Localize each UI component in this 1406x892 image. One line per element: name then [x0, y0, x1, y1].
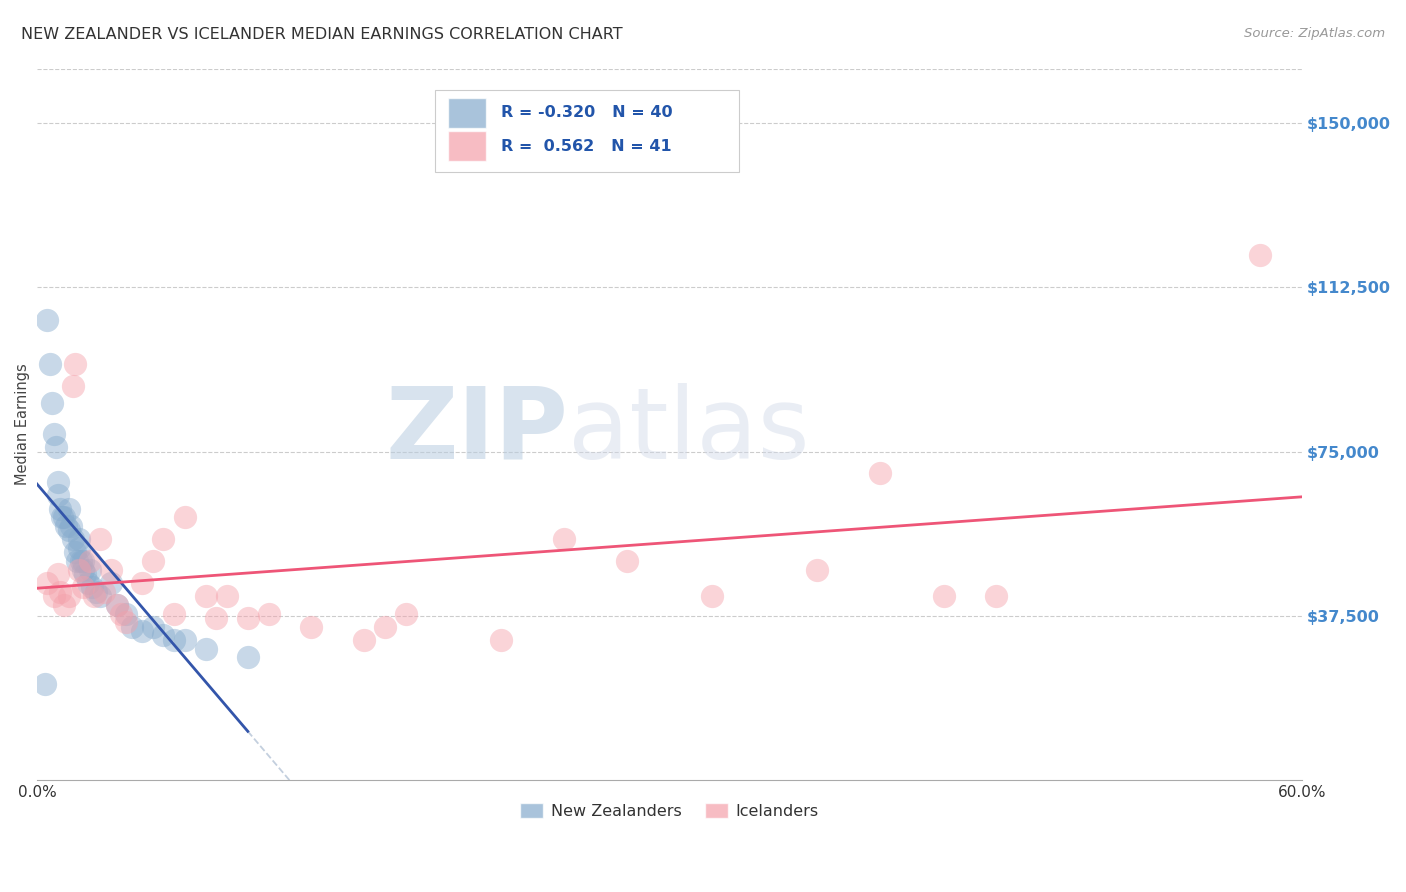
Point	[67, 541, 90, 555]
Point	[152, 628, 174, 642]
Y-axis label: Median Earnings: Median Earnings	[15, 363, 30, 485]
Point	[63, 357, 86, 371]
Point	[46, 475, 69, 490]
Point	[105, 598, 128, 612]
Point	[58, 501, 80, 516]
Point	[173, 510, 195, 524]
Point	[49, 584, 72, 599]
FancyBboxPatch shape	[449, 98, 486, 128]
Point	[194, 641, 217, 656]
Point	[114, 607, 136, 621]
Point	[110, 607, 132, 621]
Text: NEW ZEALANDER VS ICELANDER MEDIAN EARNINGS CORRELATION CHART: NEW ZEALANDER VS ICELANDER MEDIAN EARNIN…	[21, 27, 623, 42]
Point	[38, 357, 60, 371]
Point	[374, 620, 396, 634]
Point	[236, 611, 259, 625]
Point	[72, 554, 94, 568]
Point	[55, 519, 77, 533]
Point	[53, 510, 76, 524]
Point	[72, 563, 94, 577]
Point	[42, 427, 65, 442]
Point	[89, 532, 111, 546]
FancyBboxPatch shape	[436, 90, 740, 171]
Point	[67, 563, 90, 577]
Text: R =  0.562   N = 41: R = 0.562 N = 41	[502, 138, 672, 153]
Point	[66, 554, 89, 568]
Point	[49, 501, 72, 516]
Text: R = -0.320   N = 40: R = -0.320 N = 40	[502, 105, 673, 120]
Point	[205, 611, 228, 625]
Point	[131, 624, 153, 639]
Point	[163, 632, 186, 647]
Point	[42, 589, 65, 603]
Point	[75, 567, 97, 582]
Text: Source: ZipAtlas.com: Source: ZipAtlas.com	[1244, 27, 1385, 40]
Point	[105, 598, 128, 612]
Point	[62, 532, 84, 546]
Point	[986, 589, 1008, 603]
Point	[395, 607, 418, 621]
Point	[59, 519, 82, 533]
Point	[46, 567, 69, 582]
Point	[100, 576, 122, 591]
Point	[806, 563, 828, 577]
Point	[46, 488, 69, 502]
Point	[41, 396, 63, 410]
Text: atlas: atlas	[568, 383, 810, 480]
Point	[70, 554, 93, 568]
Point	[142, 554, 165, 568]
Point	[152, 532, 174, 546]
Point	[173, 632, 195, 647]
Point	[553, 532, 575, 546]
Point	[72, 580, 94, 594]
FancyBboxPatch shape	[449, 131, 486, 161]
Point	[62, 379, 84, 393]
Point	[89, 589, 111, 603]
Point	[215, 589, 238, 603]
Point	[142, 620, 165, 634]
Point	[616, 554, 638, 568]
Point	[80, 580, 103, 594]
Point	[236, 650, 259, 665]
Point	[51, 510, 73, 524]
Point	[131, 576, 153, 591]
Point	[700, 589, 723, 603]
Point	[1249, 247, 1271, 261]
Point	[53, 598, 76, 612]
Point	[100, 563, 122, 577]
Point	[353, 632, 375, 647]
Point	[121, 620, 143, 634]
Point	[79, 563, 101, 577]
Point	[114, 615, 136, 630]
Point	[932, 589, 955, 603]
Point	[489, 632, 512, 647]
Point	[869, 467, 891, 481]
Point	[37, 576, 59, 591]
Point	[58, 589, 80, 603]
Point	[257, 607, 280, 621]
Point	[163, 607, 186, 621]
Point	[299, 620, 322, 634]
Point	[84, 584, 107, 599]
Point	[37, 313, 59, 327]
Point	[194, 589, 217, 603]
Point	[93, 584, 115, 599]
Point	[67, 532, 90, 546]
Point	[83, 589, 105, 603]
Point	[63, 545, 86, 559]
Point	[34, 676, 56, 690]
Legend: New Zealanders, Icelanders: New Zealanders, Icelanders	[513, 797, 825, 825]
Point	[76, 576, 98, 591]
Point	[45, 440, 67, 454]
Point	[79, 554, 101, 568]
Point	[58, 524, 80, 538]
Text: ZIP: ZIP	[385, 383, 568, 480]
